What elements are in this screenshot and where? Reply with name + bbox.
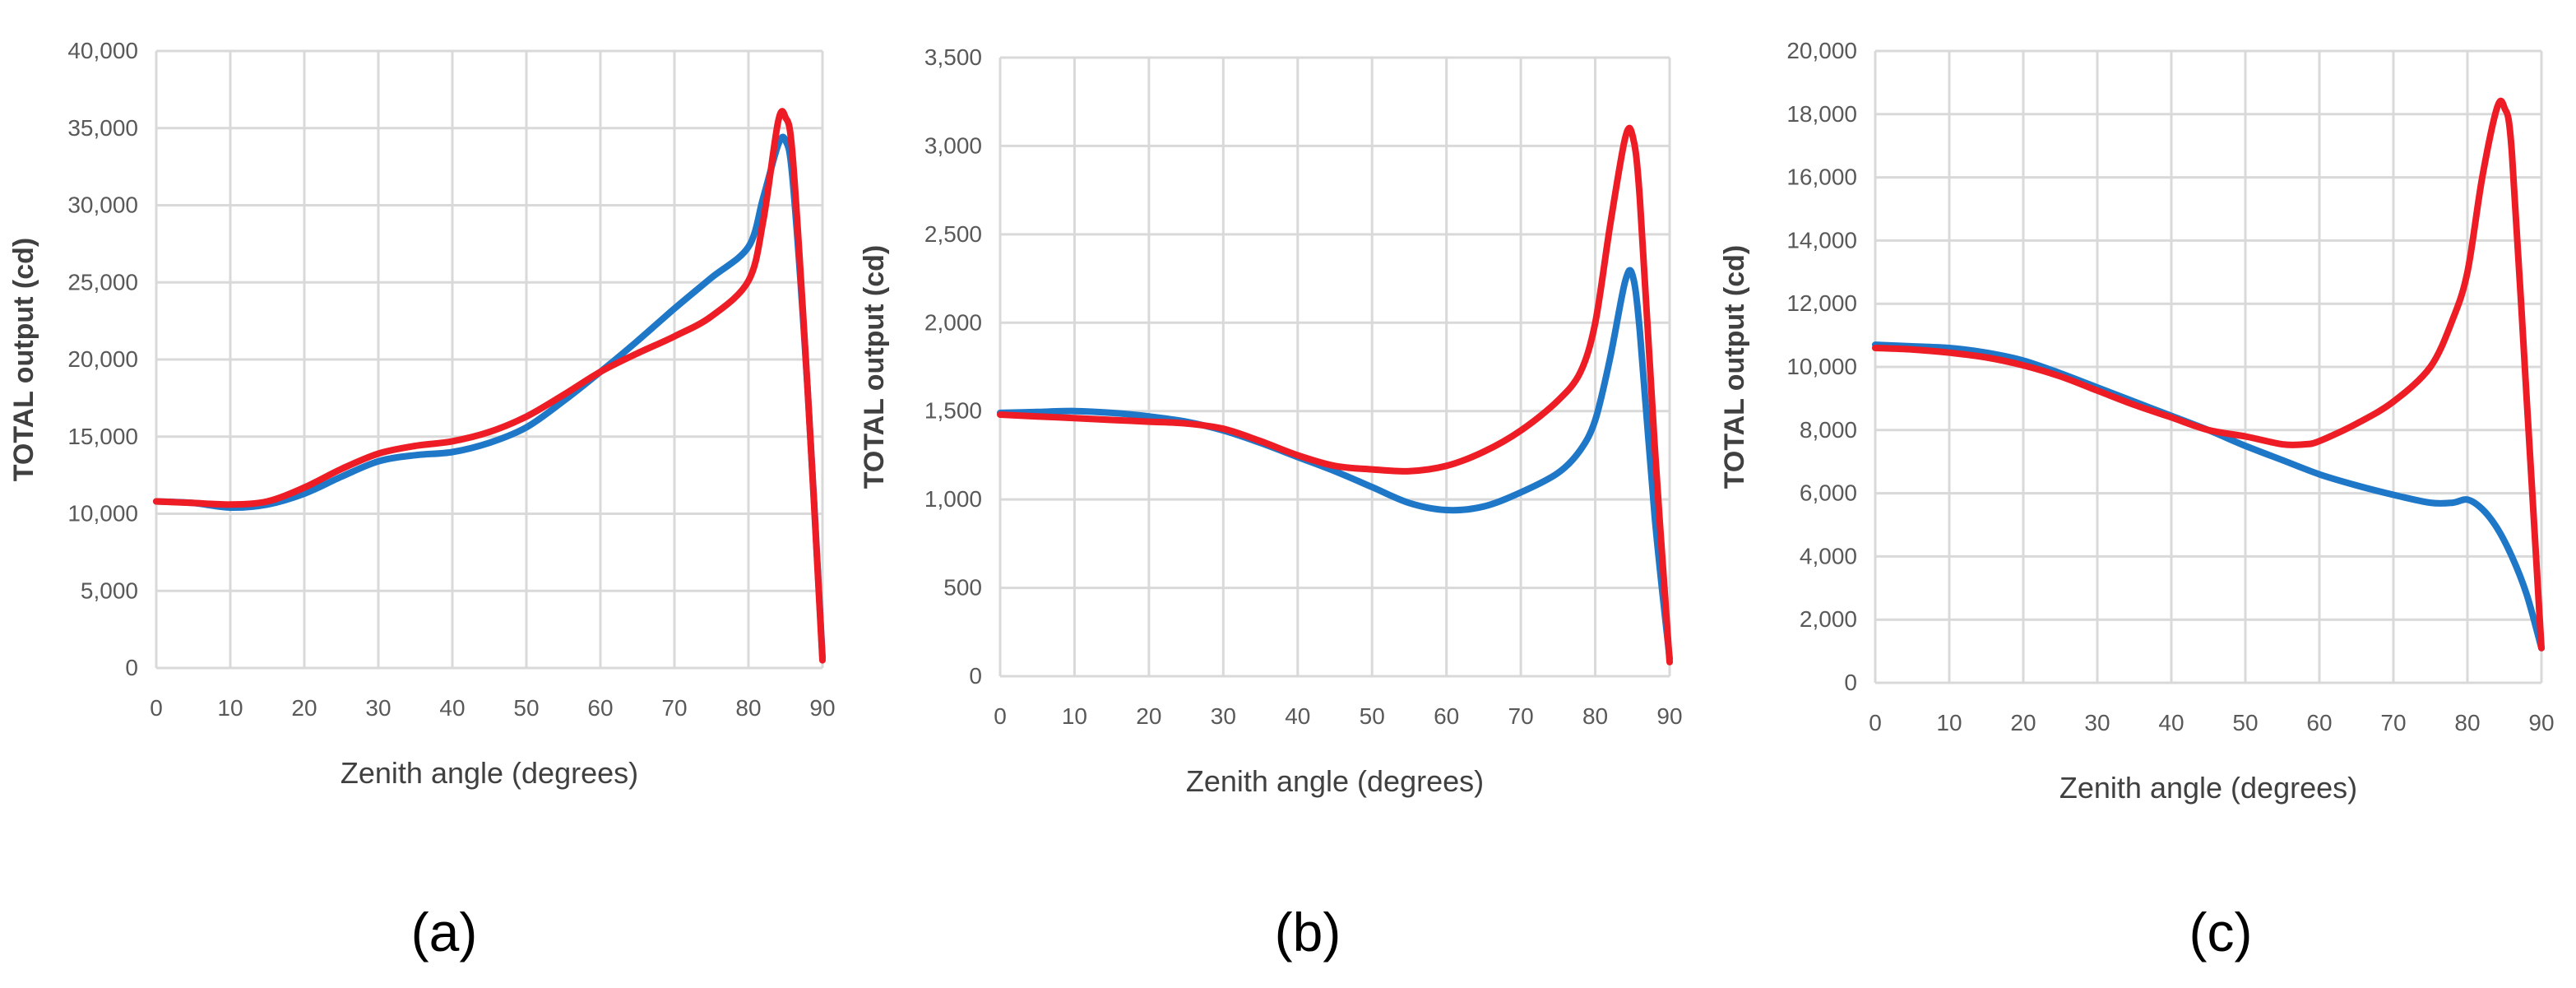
x-tick-label: 70 [661,695,687,721]
x-tick-label: 60 [1434,703,1459,729]
panel-label-b: (b) [1274,902,1341,962]
y-tick-label: 500 [943,575,982,601]
x-tick-label: 10 [217,695,243,721]
chart-c: 0 2,000 4,000 6,000 8,000 10,000 12,000 14,000 1… [1719,38,2555,805]
y-tick-label: 20,000 [1786,38,1857,63]
y-tick-label: 30,000 [67,192,138,218]
y-tick-label: 12,000 [1786,290,1857,316]
y-tick-label: 18,000 [1786,101,1857,127]
y-tick-label: 6,000 [1800,480,1857,506]
x-tick-label: 40 [1285,703,1310,729]
x-tick-label: 80 [735,695,761,721]
panel-label-c: (c) [2189,902,2253,962]
y-tick-label: 16,000 [1786,165,1857,190]
x-tick-label: 80 [2454,710,2480,735]
x-axis-title: Zenith angle (degrees) [341,756,638,790]
y-tick-label: 25,000 [67,269,138,295]
x-axis-title: Zenith angle (degrees) [1186,764,1484,798]
chart-b: 0 500 1,000 1,500 2,000 2,500 3,000 3,500 0 10 20 3… [859,44,1683,798]
x-tick-label: 70 [2380,710,2406,735]
y-tick-label: 15,000 [67,424,138,449]
series-line-c-blue [1872,341,2545,652]
x-tick-label: 80 [1582,703,1608,729]
series-line-b-red [997,124,1673,666]
y-tick-label: 3,000 [924,132,982,158]
y-axis-title: TOTAL output (cd) [1719,245,1750,489]
y-tick-label: 10,000 [1786,354,1857,379]
x-tick-label: 60 [587,695,613,721]
x-axis-title: Zenith angle (degrees) [2059,771,2357,805]
x-tick-label: 90 [809,695,835,721]
x-tick-label: 0 [994,703,1007,729]
y-tick-label: 2,500 [924,221,982,247]
y-tick-label: 1,500 [924,398,982,424]
x-tick-label: 50 [2232,710,2258,735]
y-tick-label: 8,000 [1800,417,1857,443]
x-tick-label: 20 [291,695,317,721]
y-tick-label: 20,000 [67,346,138,372]
x-tick-label: 0 [150,695,163,721]
y-tick-label: 0 [969,663,982,689]
x-tick-label: 60 [2306,710,2332,735]
y-tick-label: 14,000 [1786,227,1857,253]
y-tick-label: 0 [1844,670,1857,695]
series-line-a-blue [153,133,826,661]
y-tick-label: 2,000 [924,309,982,335]
x-tick-label: 90 [2528,710,2554,735]
x-tick-label: 40 [439,695,465,721]
x-tick-label: 20 [1136,703,1161,729]
x-tick-label: 0 [1869,710,1882,735]
y-axis-title: TOTAL output (cd) [859,245,890,489]
series-line-b-blue [997,267,1673,662]
x-tick-label: 30 [365,695,391,721]
y-axis-title: TOTAL output (cd) [8,238,39,482]
x-tick-label: 50 [1360,703,1385,729]
x-tick-label: 40 [2158,710,2184,735]
x-tick-label: 70 [1508,703,1534,729]
x-tick-label: 50 [513,695,539,721]
x-tick-label: 10 [1062,703,1087,729]
x-tick-label: 20 [2010,710,2036,735]
y-tick-label: 4,000 [1800,543,1857,568]
series-line-c-red [1872,97,2545,652]
y-tick-label: 0 [125,655,138,680]
x-tick-label: 90 [1656,703,1682,729]
x-tick-label: 30 [1211,703,1236,729]
x-tick-label: 10 [1936,710,1962,735]
y-tick-label: 10,000 [67,501,138,526]
y-tick-label: 35,000 [67,115,138,141]
chart-a: 0 5,000 10,000 15,000 20,000 25,000 30,000 35,0… [8,38,836,790]
series-line-a-red [153,108,826,664]
y-tick-label: 3,500 [924,44,982,70]
x-tick-label: 30 [2084,710,2110,735]
y-tick-label: 1,000 [924,486,982,512]
y-tick-label: 5,000 [81,577,138,603]
y-tick-label: 2,000 [1800,606,1857,632]
panel-label-a: (a) [410,902,478,962]
y-tick-label: 40,000 [67,38,138,63]
